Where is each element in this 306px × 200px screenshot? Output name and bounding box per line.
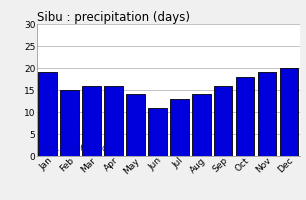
Bar: [148, 108, 167, 156]
Bar: [60, 90, 79, 156]
Bar: [126, 94, 145, 156]
Bar: [258, 72, 276, 156]
Bar: [82, 86, 101, 156]
Bar: [214, 86, 233, 156]
Bar: [280, 68, 298, 156]
Bar: [236, 77, 254, 156]
Text: Sibu : precipitation (days): Sibu : precipitation (days): [37, 11, 190, 24]
Bar: [170, 99, 188, 156]
Text: www.allmetsat.com: www.allmetsat.com: [39, 144, 114, 153]
Bar: [38, 72, 57, 156]
Bar: [104, 86, 123, 156]
Bar: [192, 94, 211, 156]
